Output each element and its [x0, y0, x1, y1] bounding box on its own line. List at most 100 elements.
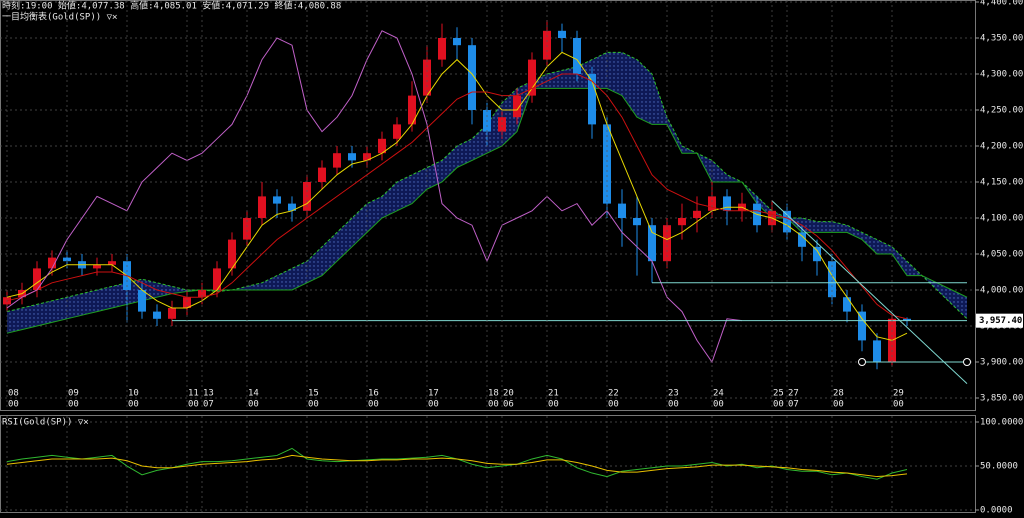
candle-body: [408, 95, 416, 125]
y-tick-label: 4,150.00: [980, 178, 1023, 188]
x-tick-sublabel: 00: [548, 400, 559, 410]
x-tick-sublabel: 00: [188, 400, 199, 410]
x-tick-sublabel: 06: [503, 400, 514, 410]
candle-body: [378, 138, 386, 154]
candle-body: [198, 290, 206, 298]
x-tick-label: 14: [248, 389, 259, 399]
candle-body: [108, 261, 116, 265]
x-tick-sublabel: 00: [488, 400, 499, 410]
x-tick-label: 15: [308, 389, 319, 399]
y-tick-label: 0.0000: [980, 506, 1013, 516]
x-tick-sublabel: 00: [68, 400, 79, 410]
ichimoku-cloud: [7, 52, 967, 334]
y-tick-label: 4,000.00: [980, 286, 1023, 296]
candle-body: [603, 124, 611, 204]
y-tick-label: 4,300.00: [980, 70, 1023, 80]
ohlc-header: 時刻:19:00 始値:4,077.38 高値:4,085.01 安値:4,07…: [2, 0, 341, 12]
candle-body: [663, 225, 671, 262]
y-tick-label: 100.0000: [980, 418, 1023, 428]
candle-body: [243, 218, 251, 240]
candle-body: [273, 196, 281, 204]
candle-body: [153, 311, 161, 319]
indicator-line: [6, 73, 908, 320]
line-handle: [963, 358, 971, 366]
candle-body: [693, 210, 701, 218]
candle-body: [723, 196, 731, 211]
y-tick-label: 3,850.00: [980, 394, 1023, 404]
x-tick-sublabel: 07: [788, 400, 799, 410]
x-tick-sublabel: 00: [368, 400, 379, 410]
candle-body: [813, 246, 821, 262]
x-tick-label: 11: [188, 389, 199, 399]
last-price-label: 3,957.40: [979, 316, 1022, 326]
candle-body: [573, 38, 581, 74]
y-tick-label: 4,100.00: [980, 214, 1023, 224]
candle-body: [558, 30, 566, 38]
y-tick-label: 4,350.00: [980, 34, 1023, 44]
indicator-line: [6, 454, 908, 478]
x-tick-sublabel: 07: [203, 400, 214, 410]
candle-body: [258, 196, 266, 218]
x-tick-label: 09: [68, 389, 79, 399]
candle-body: [708, 196, 716, 211]
x-tick-label: 22: [608, 389, 619, 399]
x-tick-sublabel: 00: [608, 400, 619, 410]
candle-body: [138, 290, 146, 312]
x-tick-label: 27: [788, 389, 799, 399]
y-tick-label: 4,050.00: [980, 250, 1023, 260]
indicator-line: [6, 87, 968, 334]
x-tick-label: 18: [488, 389, 499, 399]
x-tick-sublabel: 00: [668, 400, 679, 410]
candle-body: [168, 308, 176, 319]
candle-body: [648, 225, 656, 262]
y-tick-label: 4,200.00: [980, 142, 1023, 152]
x-tick-label: 17: [428, 389, 439, 399]
y-tick-label: 4,400.00: [980, 0, 1023, 8]
candle-body: [513, 95, 521, 118]
x-tick-label: 23: [668, 389, 679, 399]
y-tick-label: 4,250.00: [980, 106, 1023, 116]
candle-body: [33, 268, 41, 290]
main-panel: [0, 0, 976, 411]
x-tick-label: 08: [8, 389, 19, 399]
candle-body: [318, 167, 326, 182]
x-tick-label: 25: [773, 389, 784, 399]
indicator-line: [6, 51, 908, 341]
candle-body: [288, 203, 296, 211]
x-tick-sublabel: 00: [833, 400, 844, 410]
x-tick-sublabel: 00: [893, 400, 904, 410]
x-tick-label: 20: [503, 389, 514, 399]
candle-body: [228, 239, 236, 269]
candle-body: [63, 257, 71, 262]
line-handle: [858, 358, 866, 366]
candle-body: [213, 268, 221, 290]
candle-body: [453, 38, 461, 46]
candle-body: [678, 218, 686, 226]
candle-body: [843, 297, 851, 312]
x-tick-sublabel: 00: [8, 400, 19, 410]
y-tick-label: 3,900.00: [980, 358, 1023, 368]
x-tick-label: 16: [368, 389, 379, 399]
candle-body: [93, 264, 101, 269]
candle-body: [48, 257, 56, 269]
last-price-box: [976, 313, 1023, 328]
trend-line: [771, 200, 968, 384]
panel-title: 一目均衡表(Gold(SP)) ▽✕: [2, 11, 117, 23]
x-tick-label: 21: [548, 389, 559, 399]
x-tick-sublabel: 00: [308, 400, 319, 410]
candle-body: [828, 261, 836, 298]
candle-body: [498, 117, 506, 132]
x-tick-sublabel: 00: [773, 400, 784, 410]
candle-body: [348, 153, 356, 161]
x-tick-label: 13: [203, 389, 214, 399]
x-tick-sublabel: 00: [428, 400, 439, 410]
x-tick-label: 29: [893, 389, 904, 399]
candle-body: [393, 124, 401, 139]
candle-body: [528, 59, 536, 96]
y-tick-label: 50.0000: [980, 462, 1018, 472]
candle-body: [588, 74, 596, 125]
x-tick-label: 28: [833, 389, 844, 399]
candle-body: [183, 297, 191, 308]
